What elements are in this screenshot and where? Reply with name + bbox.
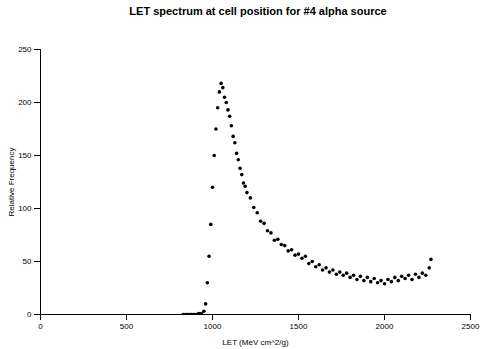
svg-text:1500: 1500 [290,322,308,331]
svg-text:50: 50 [23,257,32,266]
svg-text:1000: 1000 [204,322,222,331]
svg-text:100: 100 [18,204,32,213]
svg-text:2500: 2500 [462,322,480,331]
svg-text:500: 500 [120,322,134,331]
svg-text:250: 250 [18,45,32,54]
svg-text:2000: 2000 [376,322,394,331]
svg-text:200: 200 [18,98,32,107]
html-text:LET spectrum at cell position: LET spectrum at cell position for #4 alp… [129,5,387,17]
svg-text:150: 150 [18,151,32,160]
svg-text:0: 0 [38,322,43,331]
svg-text:0: 0 [27,310,32,319]
svg-text:LET (MeV cm^2/g): LET (MeV cm^2/g) [222,338,289,347]
svg-text:Relative Frequency: Relative Frequency [7,148,16,217]
